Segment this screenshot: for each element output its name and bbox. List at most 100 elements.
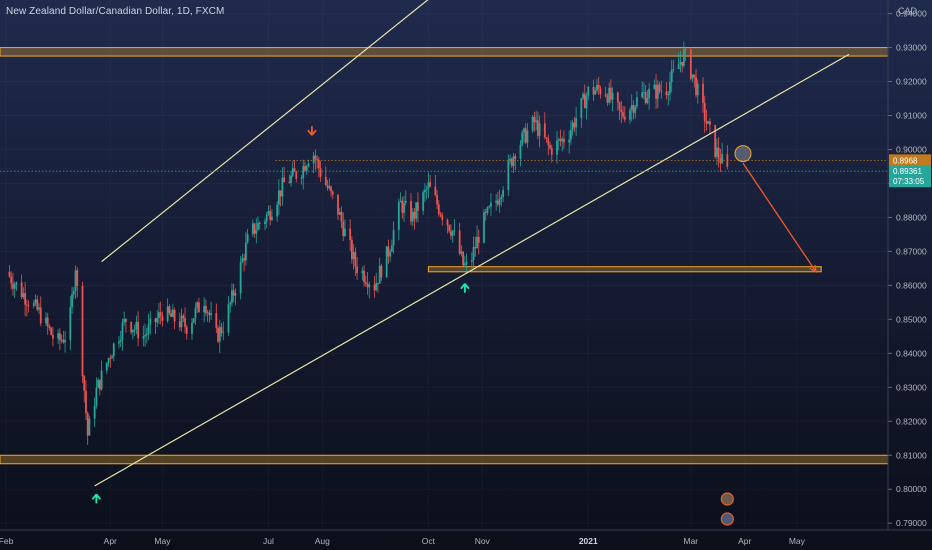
candle-body: [338, 211, 341, 215]
candle-body: [709, 121, 711, 126]
candle-body: [48, 325, 51, 329]
candle-body: [81, 286, 84, 377]
candle-body: [550, 148, 553, 155]
x-tick-label: Nov: [475, 536, 491, 546]
candle-body: [533, 116, 536, 123]
candle-body: [660, 91, 663, 92]
candle-body: [677, 64, 680, 70]
candle-body: [366, 283, 369, 288]
candle-body: [380, 265, 383, 278]
candle-body: [561, 138, 564, 142]
channel-upper-line: [101, 0, 429, 263]
candle-body: [630, 105, 633, 110]
candle-body: [604, 94, 607, 96]
candle-body: [441, 215, 444, 220]
candle-body: [623, 116, 626, 120]
candle-body: [509, 158, 511, 162]
x-tick-label: Jul: [263, 536, 274, 546]
candle-body: [721, 154, 724, 164]
candle-body: [180, 315, 183, 328]
candle-body: [606, 95, 609, 103]
candle-body: [107, 358, 110, 363]
candle-body: [656, 84, 659, 99]
candle-body: [145, 333, 148, 335]
candle-body: [271, 216, 273, 220]
y-tick-label: 0.83000: [896, 382, 927, 392]
x-tick-label: Apr: [104, 536, 117, 546]
candle-body: [519, 144, 522, 159]
candle-body: [290, 175, 292, 183]
y-tick-label: 0.85000: [896, 314, 927, 324]
candle-body: [71, 294, 73, 308]
candle-body: [476, 236, 478, 249]
candle-body: [98, 379, 101, 390]
candle-body: [415, 202, 418, 219]
candle-body: [556, 140, 558, 155]
candle-body: [304, 165, 306, 171]
y-tick-label: 0.80000: [896, 484, 927, 494]
candle-body: [130, 321, 133, 333]
candle-body: [446, 219, 449, 226]
candle-body: [377, 283, 379, 284]
candle-body: [695, 77, 697, 96]
candle-body: [691, 74, 694, 79]
candle-body: [204, 305, 207, 314]
candle-body: [488, 206, 491, 208]
candle-body: [373, 284, 376, 291]
x-tick-label: Oct: [422, 536, 436, 546]
candle-body: [653, 84, 656, 89]
projection-arrow-head: [809, 264, 817, 274]
sell-signal-arrow: [307, 126, 317, 136]
candle-body: [535, 120, 538, 123]
candle-body: [307, 163, 310, 167]
candle-body: [490, 202, 492, 207]
candle-body: [354, 251, 357, 267]
candle-body: [60, 339, 63, 341]
candle-body: [232, 290, 235, 296]
candle-body: [705, 120, 708, 124]
candle-body: [641, 92, 644, 98]
candle-body: [392, 229, 395, 246]
y-tick-label: 0.84000: [896, 348, 927, 358]
candle-body: [545, 137, 548, 139]
candle-body: [363, 270, 365, 282]
candle-body: [100, 370, 103, 390]
candles: [8, 41, 729, 445]
candle-body: [185, 326, 188, 334]
candle-body: [356, 266, 359, 274]
channel-lower-line: [94, 53, 850, 487]
support-zone-mid: [427, 266, 822, 273]
candle-body: [629, 109, 631, 120]
candle-body: [328, 186, 331, 189]
y-tick-label: 0.91000: [896, 111, 927, 121]
candle-body: [448, 225, 451, 232]
candle-body: [317, 159, 320, 169]
candle-body: [258, 223, 261, 225]
candle-body: [397, 202, 400, 230]
candle-body: [135, 321, 138, 329]
support-zone-low: [0, 454, 889, 465]
grid: [0, 0, 888, 530]
candle-body: [241, 258, 244, 263]
candle-body: [665, 91, 668, 96]
candle-body: [361, 270, 364, 274]
current-price-label: 0.89361: [893, 167, 922, 176]
candle-body: [22, 293, 25, 298]
candle-body: [378, 265, 381, 284]
candle-body: [611, 92, 614, 100]
candle-body: [693, 74, 696, 78]
candle-body: [521, 132, 524, 145]
candle-body: [109, 358, 112, 360]
y-tick-label: 0.79000: [896, 518, 927, 528]
candle-body: [526, 130, 529, 143]
candle-body: [210, 313, 213, 316]
candle-body: [592, 86, 595, 95]
candle-body: [215, 313, 218, 329]
target-circle: [734, 145, 752, 163]
candle-body: [422, 192, 425, 211]
candle-body: [46, 317, 49, 326]
candle-body: [231, 290, 233, 303]
candle-body: [689, 49, 692, 79]
candle-body: [251, 223, 254, 235]
